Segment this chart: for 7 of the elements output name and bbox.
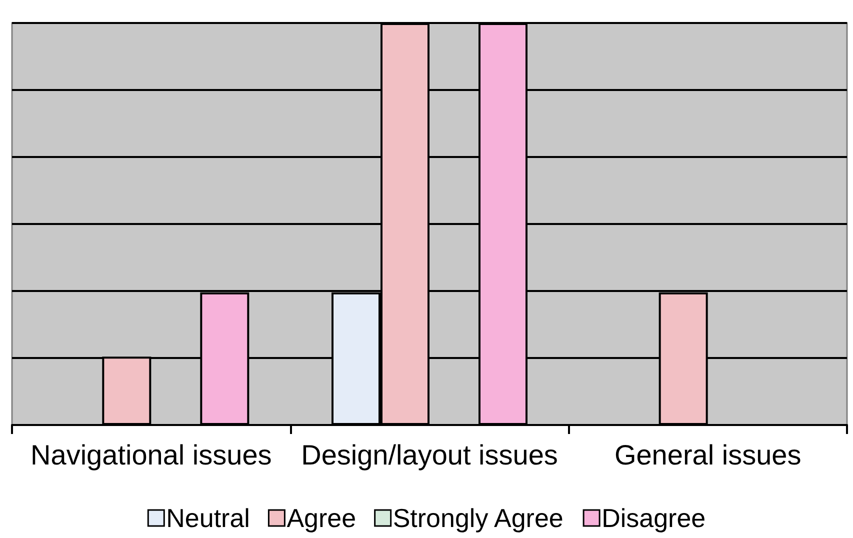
- legend-label: Strongly Agree: [392, 503, 564, 533]
- x-tick-label: Design/layout issues: [301, 440, 558, 470]
- x-tick-label: Navigational issues: [30, 440, 272, 470]
- legend-label: Neutral: [166, 503, 250, 533]
- legend-label: Disagree: [602, 503, 706, 533]
- legend-label: Agree: [286, 503, 356, 533]
- x-tick-label: General issues: [614, 440, 802, 470]
